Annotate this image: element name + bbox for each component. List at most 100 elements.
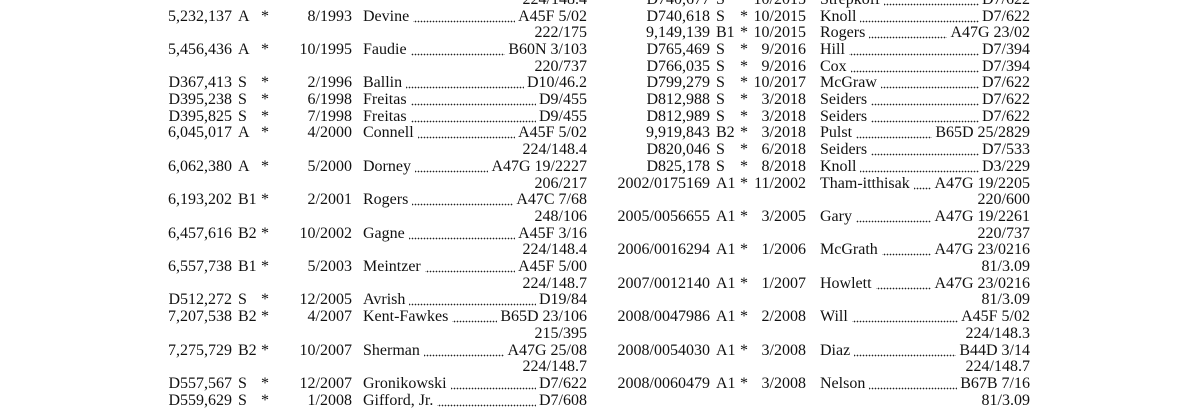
reference-continuation: 224/148.7 (600, 358, 1030, 376)
inventor-name: Seiders (820, 141, 872, 159)
inventor-name: Rogers (820, 24, 870, 42)
inventor-name: Pulst (820, 124, 857, 142)
classification: 215/395 (531, 324, 587, 342)
kind-code: A1 (716, 274, 736, 292)
inventor-name: Cox (820, 57, 851, 75)
issue-date: 10/2015 (754, 0, 806, 8)
inventor-name: Gronikowski (363, 374, 451, 392)
cited-by-examiner-mark: * (261, 341, 269, 359)
reference-entry: 9,919,843 B2 * 3/2018 Pulst B65D 25/2829 (600, 124, 1030, 142)
patent-number: D740,618 (646, 7, 710, 25)
issue-date: 3/2005 (761, 207, 806, 225)
reference-entry: 7,275,729 B2 * 10/2007 Sherman A47G 25/08 (150, 341, 587, 359)
cited-by-examiner-mark: * (261, 374, 269, 392)
classification: D9/455 (536, 107, 587, 125)
cited-by-examiner-mark: * (261, 191, 269, 209)
dot-leader (820, 7, 1030, 25)
issue-date: 10/2017 (753, 74, 806, 92)
reference-continuation: 220/600 (600, 191, 1030, 209)
patent-number: D765,469 (646, 40, 710, 58)
classification: D19/84 (536, 291, 587, 309)
issue-date: 9/2016 (761, 57, 806, 75)
references-left-column: 224/148.4 5,232,137 A * 8/1993 Devine A45F 5/0… (150, 0, 587, 409)
classification: A47G 23/0216 (931, 274, 1030, 292)
kind-code: B1 (238, 258, 257, 275)
classification: B44D 3/14 (956, 341, 1030, 359)
kind-code: S (716, 40, 725, 58)
classification: D7/622 (979, 91, 1030, 108)
kind-code: S (716, 7, 725, 25)
inventor-name: Rogers (363, 191, 413, 209)
reference-entry: 2006/0016294 A1 * 1/2006 McGrath A47G 23/0216 (600, 241, 1030, 259)
classification: D7/622 (536, 374, 587, 392)
kind-code: S (238, 91, 247, 108)
classification: D7/394 (979, 57, 1030, 75)
cited-by-examiner-mark: * (261, 91, 269, 108)
inventor-name: Dorney (363, 157, 415, 175)
reference-entry: D512,272 S * 12/2005 Avrish D19/84 (150, 291, 587, 309)
issue-date: 12/2007 (299, 374, 352, 392)
reference-entry: 2008/0060479 A1 * 3/2008 Nelson B67B 7/16 (600, 374, 1030, 392)
reference-entry: D740,618 S * 10/2015 Knoll D7/622 (600, 7, 1030, 25)
issue-date: 1/2008 (307, 391, 352, 409)
kind-code: S (716, 107, 725, 125)
classification: D7/608 (536, 391, 587, 409)
kind-code: A (238, 40, 250, 58)
cited-by-examiner-mark: * (740, 91, 748, 108)
inventor-name: Kent-Fawkes (363, 308, 453, 326)
kind-code: S (238, 291, 247, 309)
issue-date: 8/1993 (307, 7, 352, 25)
patent-number: D367,413 (168, 74, 232, 92)
inventor-name: Meintzer (363, 258, 425, 275)
issue-date: 7/1998 (307, 107, 352, 125)
issue-date: 10/2015 (753, 24, 806, 42)
inventor-name: Avrish (363, 291, 410, 309)
classification: 224/148.4 (519, 0, 587, 8)
cited-by-examiner-mark: * (740, 274, 748, 292)
patent-number: 2008/0047986 (617, 308, 710, 326)
issue-date: 4/2007 (307, 308, 352, 326)
issue-date: 10/2007 (299, 341, 352, 359)
reference-continuation: 81/3.09 (600, 391, 1030, 409)
classification: B65D 23/106 (497, 308, 587, 326)
reference-continuation: 206/217 (150, 174, 587, 192)
inventor-name: Sherman (363, 341, 424, 359)
patent-number: D799,279 (646, 74, 710, 92)
reference-entry: 6,557,738 B1 * 5/2003 Meintzer A45F 5/00 (150, 258, 587, 275)
dot-leader (820, 91, 1030, 108)
patent-number: 5,232,137 (168, 7, 232, 25)
inventor-name: Seiders (820, 107, 872, 125)
kind-code: S (716, 0, 725, 8)
classification: A47G 23/0216 (931, 241, 1030, 259)
reference-entry: 5,456,436 A * 10/1995 Faudie B60N 3/103 (150, 40, 587, 58)
reference-continuation: 224/148.7 (150, 358, 587, 376)
classification: 224/148.7 (962, 358, 1030, 376)
reference-entry: 6,062,380 A * 5/2000 Dorney A47G 19/2227 (150, 157, 587, 175)
classification: A47G 19/2205 (931, 174, 1030, 192)
inventor-name: Devine (363, 7, 414, 25)
inventor-name: Tham-itthisak (820, 174, 914, 192)
patent-number: 9,919,843 (646, 124, 710, 142)
issue-date: 2/2008 (761, 308, 806, 326)
cited-by-examiner-mark: * (261, 308, 269, 326)
kind-code: B2 (716, 124, 735, 142)
reference-entry: D766,035 S * 9/2016 Cox D7/394 (600, 57, 1030, 75)
kind-code: S (238, 74, 247, 92)
kind-code: S (716, 57, 725, 75)
kind-code: S (716, 157, 725, 175)
cited-by-examiner-mark: * (261, 7, 269, 25)
cited-by-examiner-mark: * (740, 241, 748, 259)
classification: 224/148.3 (962, 324, 1030, 342)
issue-date: 3/2008 (761, 341, 806, 359)
cited-by-examiner-mark: * (740, 308, 748, 326)
inventor-name: Will (820, 308, 852, 326)
dot-leader (820, 40, 1030, 58)
inventor-name: McGrath (820, 241, 882, 259)
classification: A45F 5/00 (515, 258, 587, 275)
cited-by-examiner-mark: * (740, 24, 748, 42)
cited-by-examiner-mark: * (740, 174, 748, 192)
inventor-name: Freitas (363, 107, 411, 125)
reference-continuation: 248/106 (150, 207, 587, 225)
kind-code: A1 (716, 341, 736, 359)
classification: 220/600 (974, 191, 1030, 209)
